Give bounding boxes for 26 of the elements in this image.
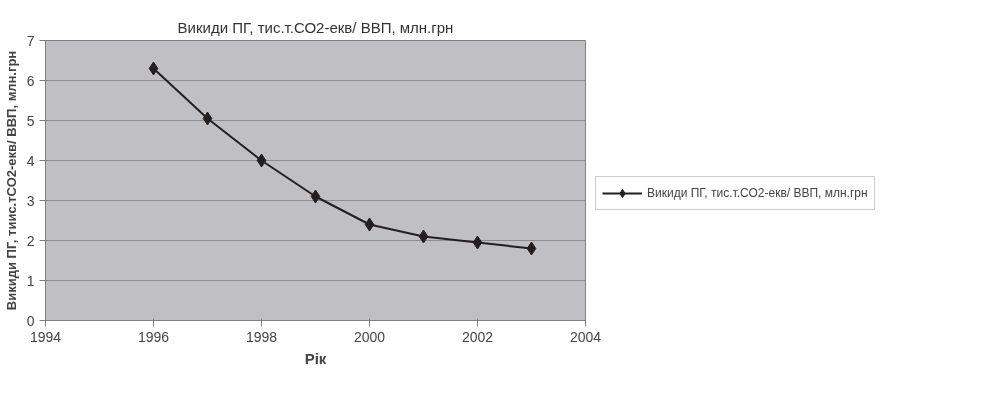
- point: [256, 153, 267, 168]
- legend-label: Викиди ПГ, тис.т.СО2-екв/ ВВП, млн.грн: [647, 186, 868, 200]
- x-tick-label: 1996: [137, 328, 170, 345]
- x-axis-title: Рік: [304, 349, 327, 367]
- y-tick-label: 2: [26, 232, 35, 249]
- y-tick-label: 5: [26, 112, 35, 129]
- chart-title: Викиди ПГ, тис.т.СО2-екв/ ВВП, млн.грн: [177, 18, 454, 36]
- point: [472, 235, 483, 250]
- y-tick-label: 1: [26, 272, 35, 289]
- x-tick-label: 1994: [29, 328, 62, 345]
- point: [202, 111, 213, 126]
- y-tick-label: 3: [26, 192, 35, 209]
- x-tick-label: 1998: [245, 328, 278, 345]
- y-tick-label: 7: [26, 32, 35, 49]
- point: [310, 189, 321, 204]
- y-tick-label: 6: [26, 72, 35, 89]
- y-tick-label: 0: [26, 312, 35, 329]
- point: [148, 61, 159, 76]
- y-axis-title: Викиди ПГ, тиис.тСО2-екв/ ВВП, млн.грн: [3, 50, 19, 311]
- point: [418, 229, 429, 244]
- x-tick-label: 2000: [353, 328, 386, 345]
- x-tick-label: 2002: [461, 328, 494, 345]
- point: [364, 217, 375, 232]
- x-tick-label: 2004: [569, 328, 602, 345]
- point: [526, 241, 537, 256]
- y-tick-label: 4: [26, 152, 35, 169]
